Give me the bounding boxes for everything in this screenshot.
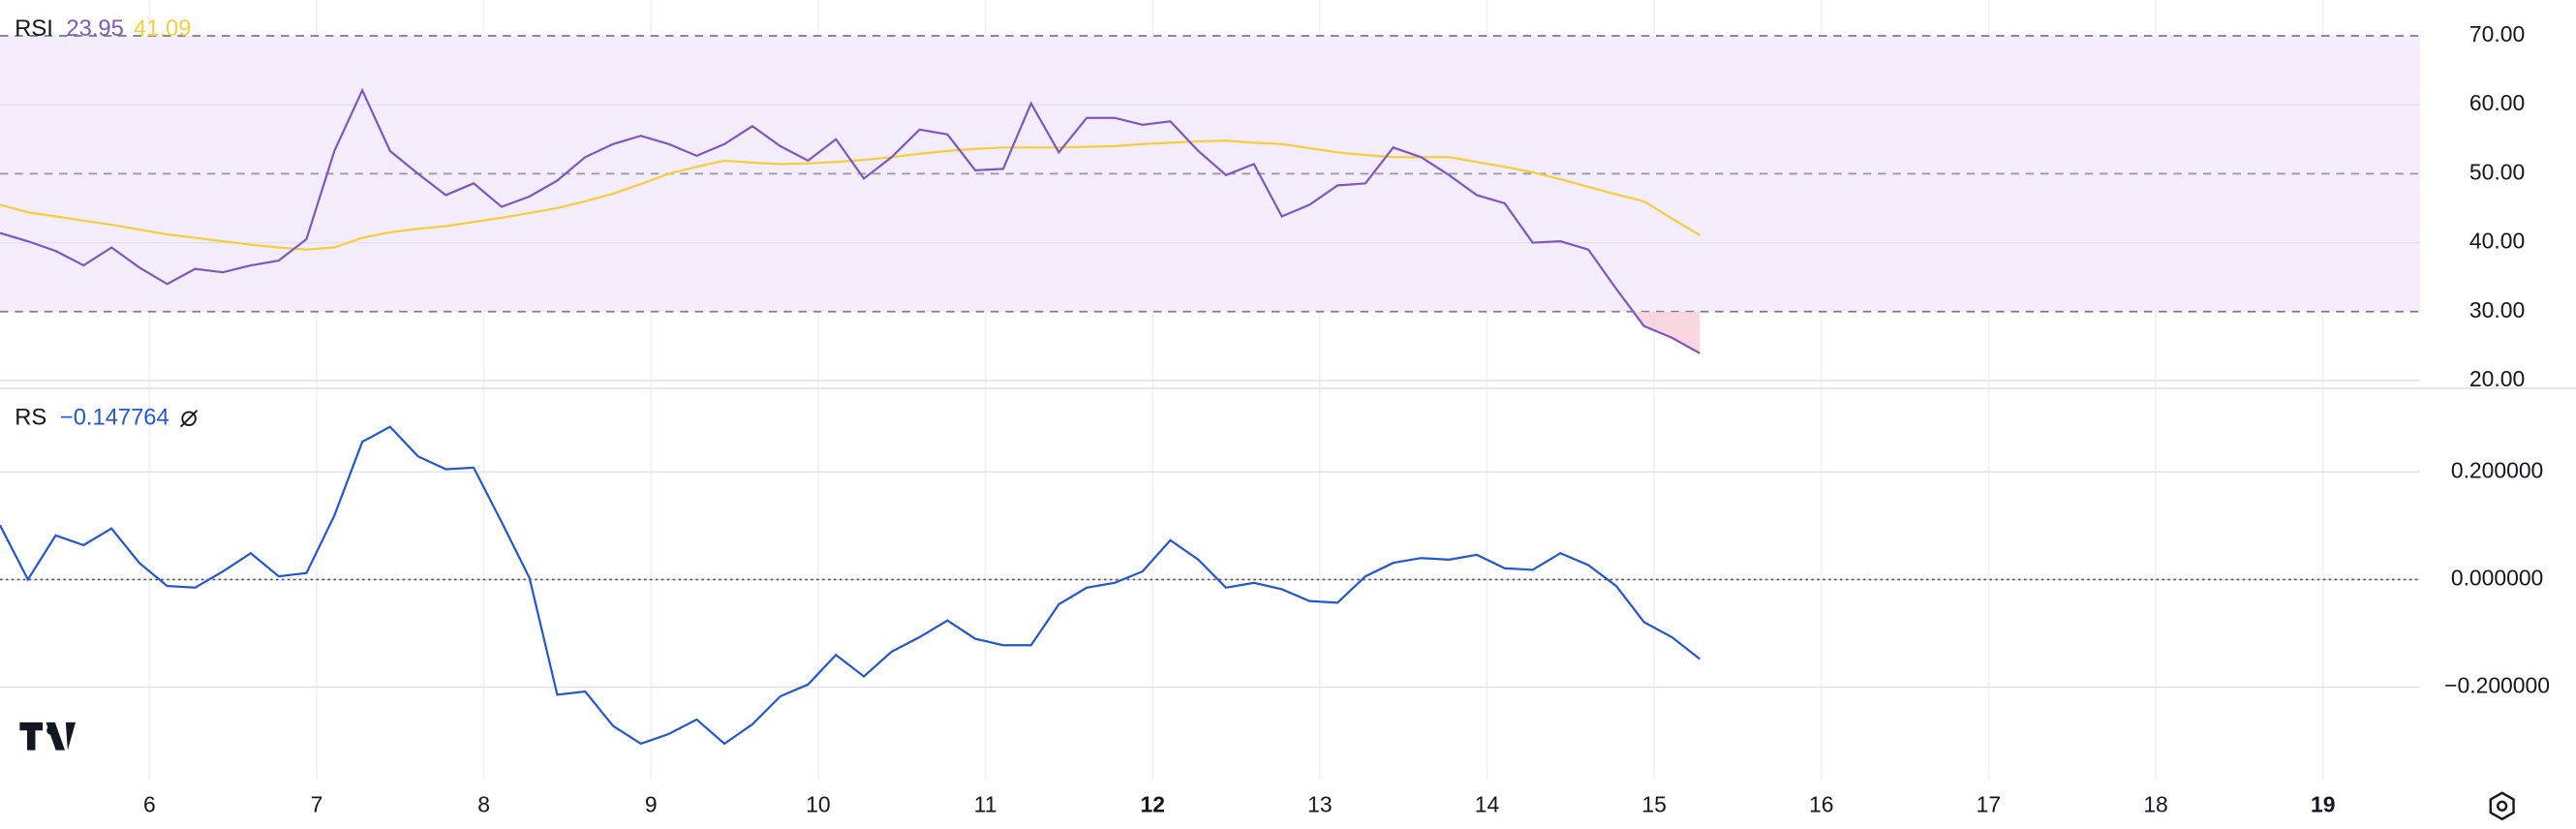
y-tick-label: 60.00 (2469, 90, 2525, 115)
x-tick-label: 18 (2143, 791, 2167, 816)
x-tick-label: 15 (1641, 791, 1666, 816)
y-tick-label: 40.00 (2469, 229, 2525, 254)
x-tick-label: 8 (477, 791, 490, 816)
series-line (0, 139, 1701, 251)
y-tick-label: 0.000000 (2451, 565, 2543, 590)
y-tick-label: 50.00 (2469, 159, 2525, 184)
x-tick-label: 19 (2311, 791, 2335, 816)
tradingview-logo (19, 722, 77, 751)
x-tick-label: 7 (311, 791, 323, 816)
legend-hide-icon (181, 411, 197, 426)
x-tick-label: 14 (1475, 791, 1500, 816)
y-tick-label: 70.00 (2469, 21, 2525, 46)
y-tick-label: 20.00 (2469, 366, 2525, 391)
series-line (0, 87, 1701, 354)
x-tick-label: 9 (645, 791, 658, 816)
legend-title: RS (15, 406, 46, 431)
x-tick-label: 6 (143, 791, 156, 816)
x-tick-label: 10 (806, 791, 830, 816)
x-tick-label: 12 (1140, 791, 1164, 816)
legend-value: 23.95 (66, 16, 123, 42)
legend-value: 41.09 (134, 16, 191, 42)
legend-hide-icon-slash (179, 410, 199, 428)
legend-value: −0.147764 (60, 406, 169, 431)
y-tick-label: 0.200000 (2451, 457, 2543, 482)
x-tick-label: 16 (1809, 791, 1833, 816)
settings-icon[interactable] (2489, 791, 2515, 821)
y-tick-label: 30.00 (2469, 297, 2525, 322)
series-line (0, 425, 1701, 746)
x-tick-label: 17 (1977, 791, 2001, 816)
x-tick-label: 11 (974, 791, 997, 816)
x-tick-label: 13 (1307, 791, 1332, 816)
y-tick-label: −0.200000 (2444, 673, 2550, 698)
legend-title: RSI (15, 16, 53, 42)
